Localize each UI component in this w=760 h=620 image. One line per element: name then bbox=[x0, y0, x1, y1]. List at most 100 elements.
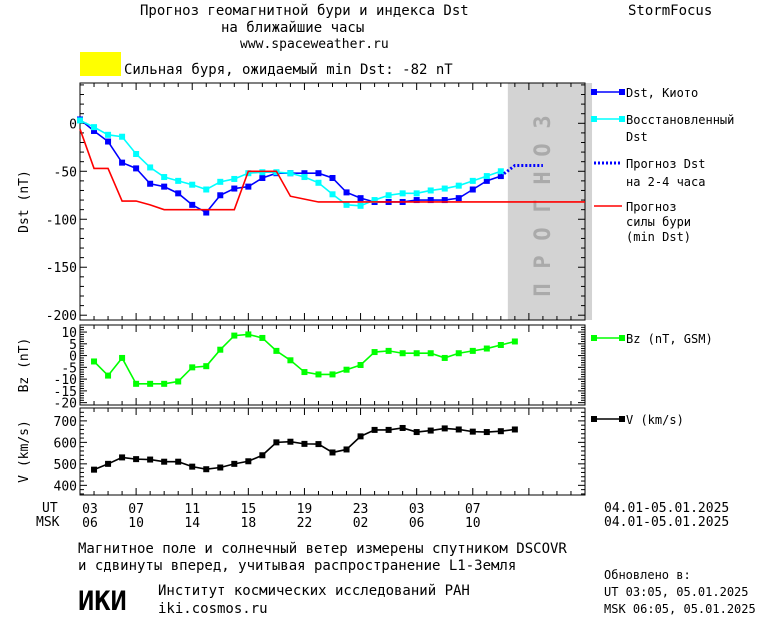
data-point bbox=[91, 124, 98, 131]
data-point bbox=[147, 164, 154, 171]
data-point bbox=[189, 181, 196, 188]
institute-name: Институт космических исследований РАН bbox=[158, 583, 470, 599]
data-point bbox=[483, 345, 490, 352]
legend-storm-line1: Прогноз bbox=[626, 200, 677, 214]
x-tick-label-ut: 07 bbox=[465, 502, 481, 517]
data-point bbox=[497, 168, 504, 175]
data-point bbox=[413, 197, 420, 204]
forecast-band-letter: О bbox=[531, 227, 556, 240]
data-point bbox=[119, 133, 126, 140]
y-tick-label: 0 bbox=[69, 350, 77, 365]
data-point bbox=[133, 165, 140, 172]
x-tick-label-msk: 02 bbox=[353, 516, 369, 531]
legend-swatch-recon-marker bbox=[591, 116, 597, 122]
data-point bbox=[315, 371, 322, 378]
data-point bbox=[385, 347, 392, 354]
y-axis-label: Dst (nT) bbox=[17, 170, 32, 233]
data-point bbox=[133, 456, 140, 463]
data-point bbox=[357, 433, 364, 440]
ut-axis-label: UT bbox=[42, 501, 58, 516]
updated-ut: UT 03:05, 05.01.2025 bbox=[604, 585, 749, 599]
ut-date-range: 04.01-05.01.2025 bbox=[604, 501, 730, 516]
institute-url[interactable]: iki.cosmos.ru bbox=[158, 601, 268, 617]
data-point bbox=[357, 195, 364, 202]
data-point bbox=[175, 177, 182, 184]
legend-forecast-line2: на 2-4 часа bbox=[626, 175, 706, 189]
data-point bbox=[245, 458, 252, 465]
forecast-band-letter: Н bbox=[531, 171, 556, 184]
data-point bbox=[469, 347, 476, 354]
storm-level-swatch bbox=[80, 52, 121, 76]
data-point bbox=[133, 151, 140, 158]
data-point bbox=[287, 170, 294, 177]
data-point bbox=[175, 378, 182, 385]
data-point bbox=[385, 426, 392, 433]
data-point bbox=[287, 357, 294, 364]
data-point bbox=[483, 173, 490, 180]
legend-swatch-bz-marker bbox=[591, 335, 597, 341]
data-point bbox=[413, 429, 420, 436]
data-point bbox=[427, 427, 434, 434]
msk-axis-label: MSK bbox=[36, 515, 60, 530]
legend-recon-line2: Dst bbox=[626, 130, 648, 144]
forecast-band-letter: З bbox=[531, 115, 556, 128]
data-point bbox=[455, 350, 462, 357]
y-tick-label: -10 bbox=[54, 373, 77, 388]
data-point bbox=[259, 334, 266, 341]
y-tick-label: -150 bbox=[46, 261, 77, 276]
data-point bbox=[497, 428, 504, 435]
data-point bbox=[343, 189, 350, 196]
legend-swatch-v-marker bbox=[619, 416, 625, 422]
data-point bbox=[399, 190, 406, 197]
brand-label: StormFocus bbox=[628, 3, 713, 19]
data-point bbox=[455, 182, 462, 189]
data-point bbox=[287, 438, 294, 445]
data-point bbox=[119, 454, 126, 461]
legend-swatch-recon-marker bbox=[619, 116, 625, 122]
updated-msk: MSK 06:05, 05.01.2025 bbox=[604, 602, 756, 616]
data-point bbox=[301, 170, 308, 177]
data-point bbox=[91, 466, 98, 473]
data-point bbox=[399, 424, 406, 431]
data-point bbox=[105, 131, 112, 138]
data-point bbox=[329, 449, 336, 456]
iki-logo: ИКИ bbox=[78, 584, 142, 617]
page-subtitle: на ближайшие часы bbox=[221, 20, 365, 36]
y-tick-label: 0 bbox=[69, 117, 77, 132]
legend-swatch-dst-kyoto-marker bbox=[619, 89, 625, 95]
data-point bbox=[189, 201, 196, 208]
data-point bbox=[469, 177, 476, 184]
data-point bbox=[147, 380, 154, 387]
series-line-0-3 bbox=[79, 128, 585, 211]
x-tick-label-msk: 22 bbox=[297, 516, 313, 531]
data-point bbox=[105, 372, 112, 379]
series-line-0-1 bbox=[79, 119, 502, 207]
data-point bbox=[427, 187, 434, 194]
data-point bbox=[259, 452, 266, 459]
y-tick-label: -200 bbox=[46, 309, 77, 324]
legend-swatch-v-marker bbox=[591, 416, 597, 422]
legend-storm-line2: силы бури bbox=[626, 215, 692, 229]
data-point bbox=[343, 366, 350, 373]
plot-frame bbox=[79, 324, 586, 406]
data-point bbox=[175, 190, 182, 197]
x-tick-label-ut: 15 bbox=[241, 502, 257, 517]
data-point bbox=[301, 174, 308, 181]
x-tick-label-ut: 19 bbox=[297, 502, 313, 517]
data-point bbox=[161, 174, 168, 181]
data-point bbox=[203, 186, 210, 193]
data-point bbox=[511, 426, 518, 433]
data-point bbox=[343, 201, 350, 208]
source-url[interactable]: www.spaceweather.ru bbox=[240, 37, 389, 52]
data-point bbox=[133, 380, 140, 387]
x-tick-label-msk: 06 bbox=[409, 516, 425, 531]
data-point bbox=[119, 159, 126, 166]
data-point bbox=[217, 192, 224, 199]
forecast-band-letter: П bbox=[531, 283, 556, 296]
data-point bbox=[371, 197, 378, 204]
data-point bbox=[329, 191, 336, 198]
series-line-0-0 bbox=[79, 118, 502, 214]
data-point bbox=[497, 342, 504, 348]
data-point bbox=[441, 197, 448, 204]
data-point bbox=[273, 347, 280, 354]
